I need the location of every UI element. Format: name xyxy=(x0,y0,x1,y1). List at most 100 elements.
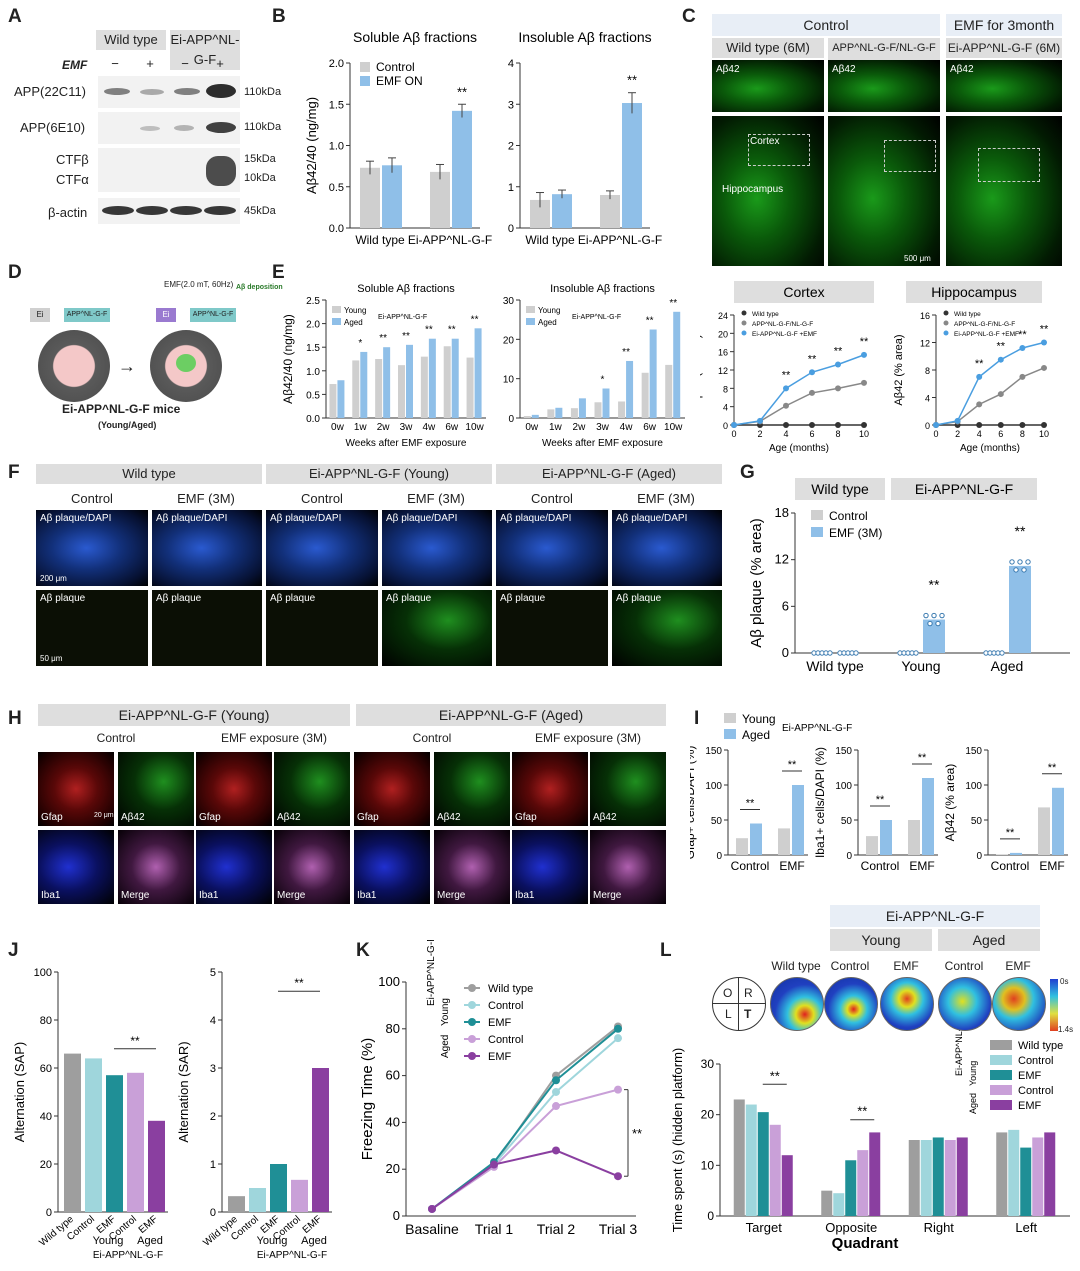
significance-label: ** xyxy=(425,325,433,336)
y-tick-label: 4 xyxy=(210,1015,216,1027)
f-image-label: Aβ plaque xyxy=(500,593,546,604)
ei-label: Ei xyxy=(36,310,44,319)
h-image: Gfap xyxy=(512,752,588,826)
legend-label: APP^NL-G-F/NL-G-F xyxy=(954,321,1015,328)
bar xyxy=(932,1137,944,1216)
data-point xyxy=(614,1034,622,1043)
y-tick-label: 60 xyxy=(40,1063,52,1075)
h-image-label: Gfap xyxy=(357,812,379,823)
y-tick-label: 4 xyxy=(925,394,930,404)
x-tick-label: 10w xyxy=(664,422,683,433)
x-tick-label: 6 xyxy=(998,429,1003,439)
bar xyxy=(530,199,550,228)
x-tick-label: 4 xyxy=(977,429,982,439)
significance-label: ** xyxy=(130,1034,140,1048)
data-point xyxy=(931,612,937,619)
bar xyxy=(869,1132,881,1216)
bar xyxy=(249,1188,266,1212)
legend-swatch xyxy=(741,330,747,336)
y-tick-label: 1 xyxy=(210,1159,216,1171)
bar xyxy=(127,1072,144,1212)
app-label: APP^NL-G-F xyxy=(192,311,234,318)
y-tick-label: 24 xyxy=(718,311,728,321)
y-axis-label: Time spent (s) (hidden platform) xyxy=(670,1048,685,1232)
y-tick-label: 0 xyxy=(508,223,514,235)
x-tick-label: Control xyxy=(991,859,1030,873)
bar xyxy=(750,823,762,855)
data-point xyxy=(1025,559,1031,565)
h-image: Merge xyxy=(434,830,510,904)
f-image-bottom: Aβ plaque 50 μm xyxy=(36,590,148,666)
h-image-label: Gfap xyxy=(515,812,537,823)
kda-label: 15kDa xyxy=(244,153,276,165)
blot-row-label: CTFα xyxy=(56,172,89,187)
data-point xyxy=(976,373,983,380)
significance-label: ** xyxy=(632,1126,642,1141)
y-tick-label: 150 xyxy=(965,746,982,757)
bar xyxy=(857,1150,869,1216)
blot-row-label: β-actin xyxy=(48,205,88,220)
data-point xyxy=(997,356,1004,363)
quadrant-diagram: O R L T xyxy=(712,977,766,1031)
significance-label: ** xyxy=(1018,329,1027,341)
data-point xyxy=(552,1076,560,1085)
significance-label: ** xyxy=(402,331,410,342)
legend-label: Control xyxy=(488,1034,523,1046)
bar xyxy=(622,103,642,228)
colorbar-label: 1.4s xyxy=(1058,1025,1074,1034)
data-point xyxy=(428,1204,436,1213)
y-tick-label: 10 xyxy=(503,375,515,386)
x-axis-label: Quadrant xyxy=(832,1235,899,1252)
y-tick-label: 6 xyxy=(782,598,789,613)
bar xyxy=(880,820,892,855)
h-image-label: Aβ42 xyxy=(277,812,301,823)
h-image-label: Aβ42 xyxy=(593,812,617,823)
x-tick-label: EMF xyxy=(137,1214,160,1236)
bar xyxy=(547,409,555,418)
bar xyxy=(1044,1132,1056,1216)
h-image: Gfap 20 μm xyxy=(38,752,114,826)
h-image-label: Aβ42 xyxy=(121,812,145,823)
bar xyxy=(466,357,474,418)
y-tick-label: 40 xyxy=(386,1114,400,1129)
data-point xyxy=(853,650,859,656)
legend-swatch xyxy=(990,1070,1012,1080)
y-tick-label: 2 xyxy=(508,141,514,153)
x-tick-label: Trial 3 xyxy=(599,1221,638,1237)
chart-title: Soluble Aβ fractions xyxy=(353,29,477,45)
bar xyxy=(996,854,1008,855)
bar xyxy=(531,414,539,418)
bar xyxy=(649,329,657,418)
x-tick-label: 2w xyxy=(573,422,587,433)
h-image: Aβ42 xyxy=(590,752,666,826)
h-image: Gfap xyxy=(354,752,430,826)
legend-label: EMF (3M) xyxy=(829,526,882,540)
y-tick-label: 80 xyxy=(40,1015,52,1027)
blot-strip xyxy=(98,198,240,224)
y-axis-label: Aβ42 (% area) xyxy=(893,334,905,405)
f-cond: Control xyxy=(531,491,573,506)
f-image-label: Aβ plaque xyxy=(616,593,662,604)
bar xyxy=(602,388,610,418)
panel-k-chart: 0 20 40 60 80 100 Freezing Time (%) Basaline Tri… xyxy=(359,940,642,1237)
y-axis-label: Aβ42 (% area) xyxy=(700,334,703,405)
f-image-top: Aβ plaque/DAPI xyxy=(152,510,262,586)
emf-sign: − xyxy=(181,56,189,71)
x-tick-label: 0 xyxy=(933,429,938,439)
legend-label: EMF xyxy=(1018,1100,1042,1112)
x-tick-label: Aged xyxy=(991,658,1024,674)
bar xyxy=(406,344,413,418)
mice-label: Ei-APP^NL-G-F mice xyxy=(62,402,181,416)
bar xyxy=(474,328,482,418)
x-tick-label: 6 xyxy=(809,429,814,439)
c-header-control: Control xyxy=(712,14,940,36)
y-tick-label: 0 xyxy=(508,414,514,425)
data-point xyxy=(835,361,841,368)
x-tick-label: Young xyxy=(901,658,940,674)
panel-label-l: L xyxy=(660,940,672,961)
f-image-bottom: Aβ plaque xyxy=(496,590,608,666)
x-tick-label: Right xyxy=(924,1220,955,1235)
x-tick-label: EMF xyxy=(301,1214,324,1236)
legend-swatch xyxy=(360,62,370,72)
